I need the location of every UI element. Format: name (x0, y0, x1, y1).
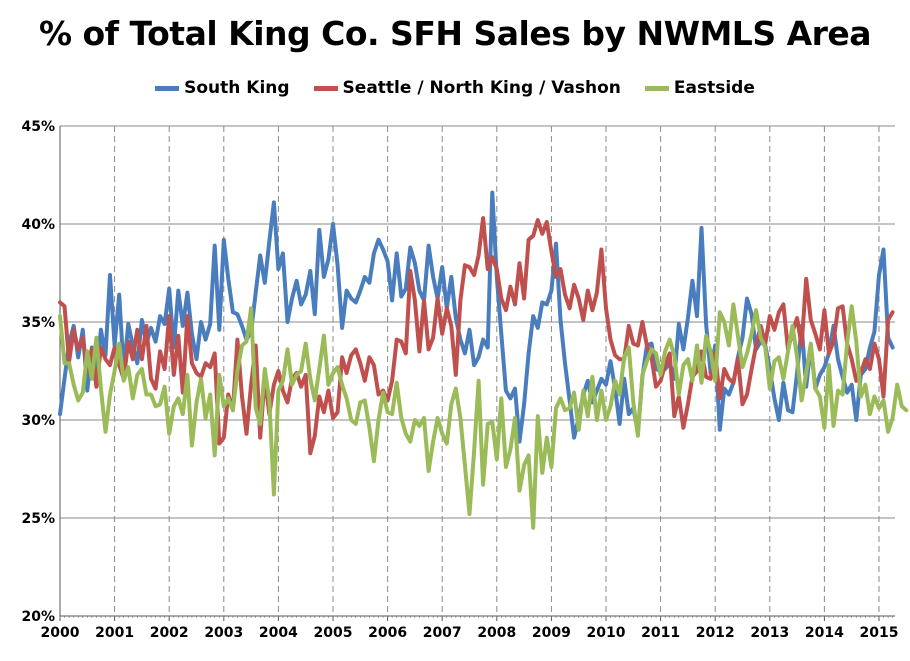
legend-label: Eastside (673, 78, 755, 98)
y-tick-label: 35% (21, 315, 55, 331)
x-tick-label: 2005 (314, 625, 353, 641)
y-tick-label: 20% (21, 609, 55, 625)
x-tick-label: 2012 (696, 625, 735, 641)
x-tick-label: 2013 (750, 625, 789, 641)
x-tick-label: 2009 (532, 625, 571, 641)
legend-label: Seattle / North King / Vashon (342, 78, 621, 98)
x-tick-label: 2004 (259, 625, 298, 641)
x-tick-label: 2014 (805, 625, 844, 641)
legend-swatch (313, 85, 338, 91)
x-tick-label: 2007 (423, 625, 462, 641)
x-tick-label: 2000 (41, 625, 80, 641)
legend-swatch (644, 85, 669, 91)
x-tick-label: 2003 (204, 625, 243, 641)
series-line-1 (58, 216, 895, 456)
x-tick-label: 2011 (641, 625, 680, 641)
plot-background (60, 126, 895, 616)
y-tick-label: 40% (21, 217, 55, 233)
legend-label: South King (184, 78, 290, 98)
y-tick-label: 45% (21, 119, 55, 135)
x-tick-label: 2010 (587, 625, 626, 641)
x-tick-label: 2001 (95, 625, 134, 641)
x-tick-label: 2008 (477, 625, 516, 641)
legend: South King Seattle / North King / Vashon E… (0, 78, 910, 98)
x-tick-label: 2006 (368, 625, 407, 641)
y-tick-label: 25% (21, 511, 55, 527)
x-tick-label: 2002 (150, 625, 189, 641)
legend-item-2: Eastside (644, 78, 755, 98)
series-line-2 (58, 302, 909, 530)
legend-item-0: South King (155, 78, 290, 98)
x-tick-label: 2015 (860, 625, 899, 641)
y-tick-label: 30% (21, 413, 55, 429)
chart-title: % of Total King Co. SFH Sales by NWMLS A… (38, 14, 872, 53)
legend-swatch (155, 85, 180, 91)
legend-item-1: Seattle / North King / Vashon (313, 78, 621, 98)
